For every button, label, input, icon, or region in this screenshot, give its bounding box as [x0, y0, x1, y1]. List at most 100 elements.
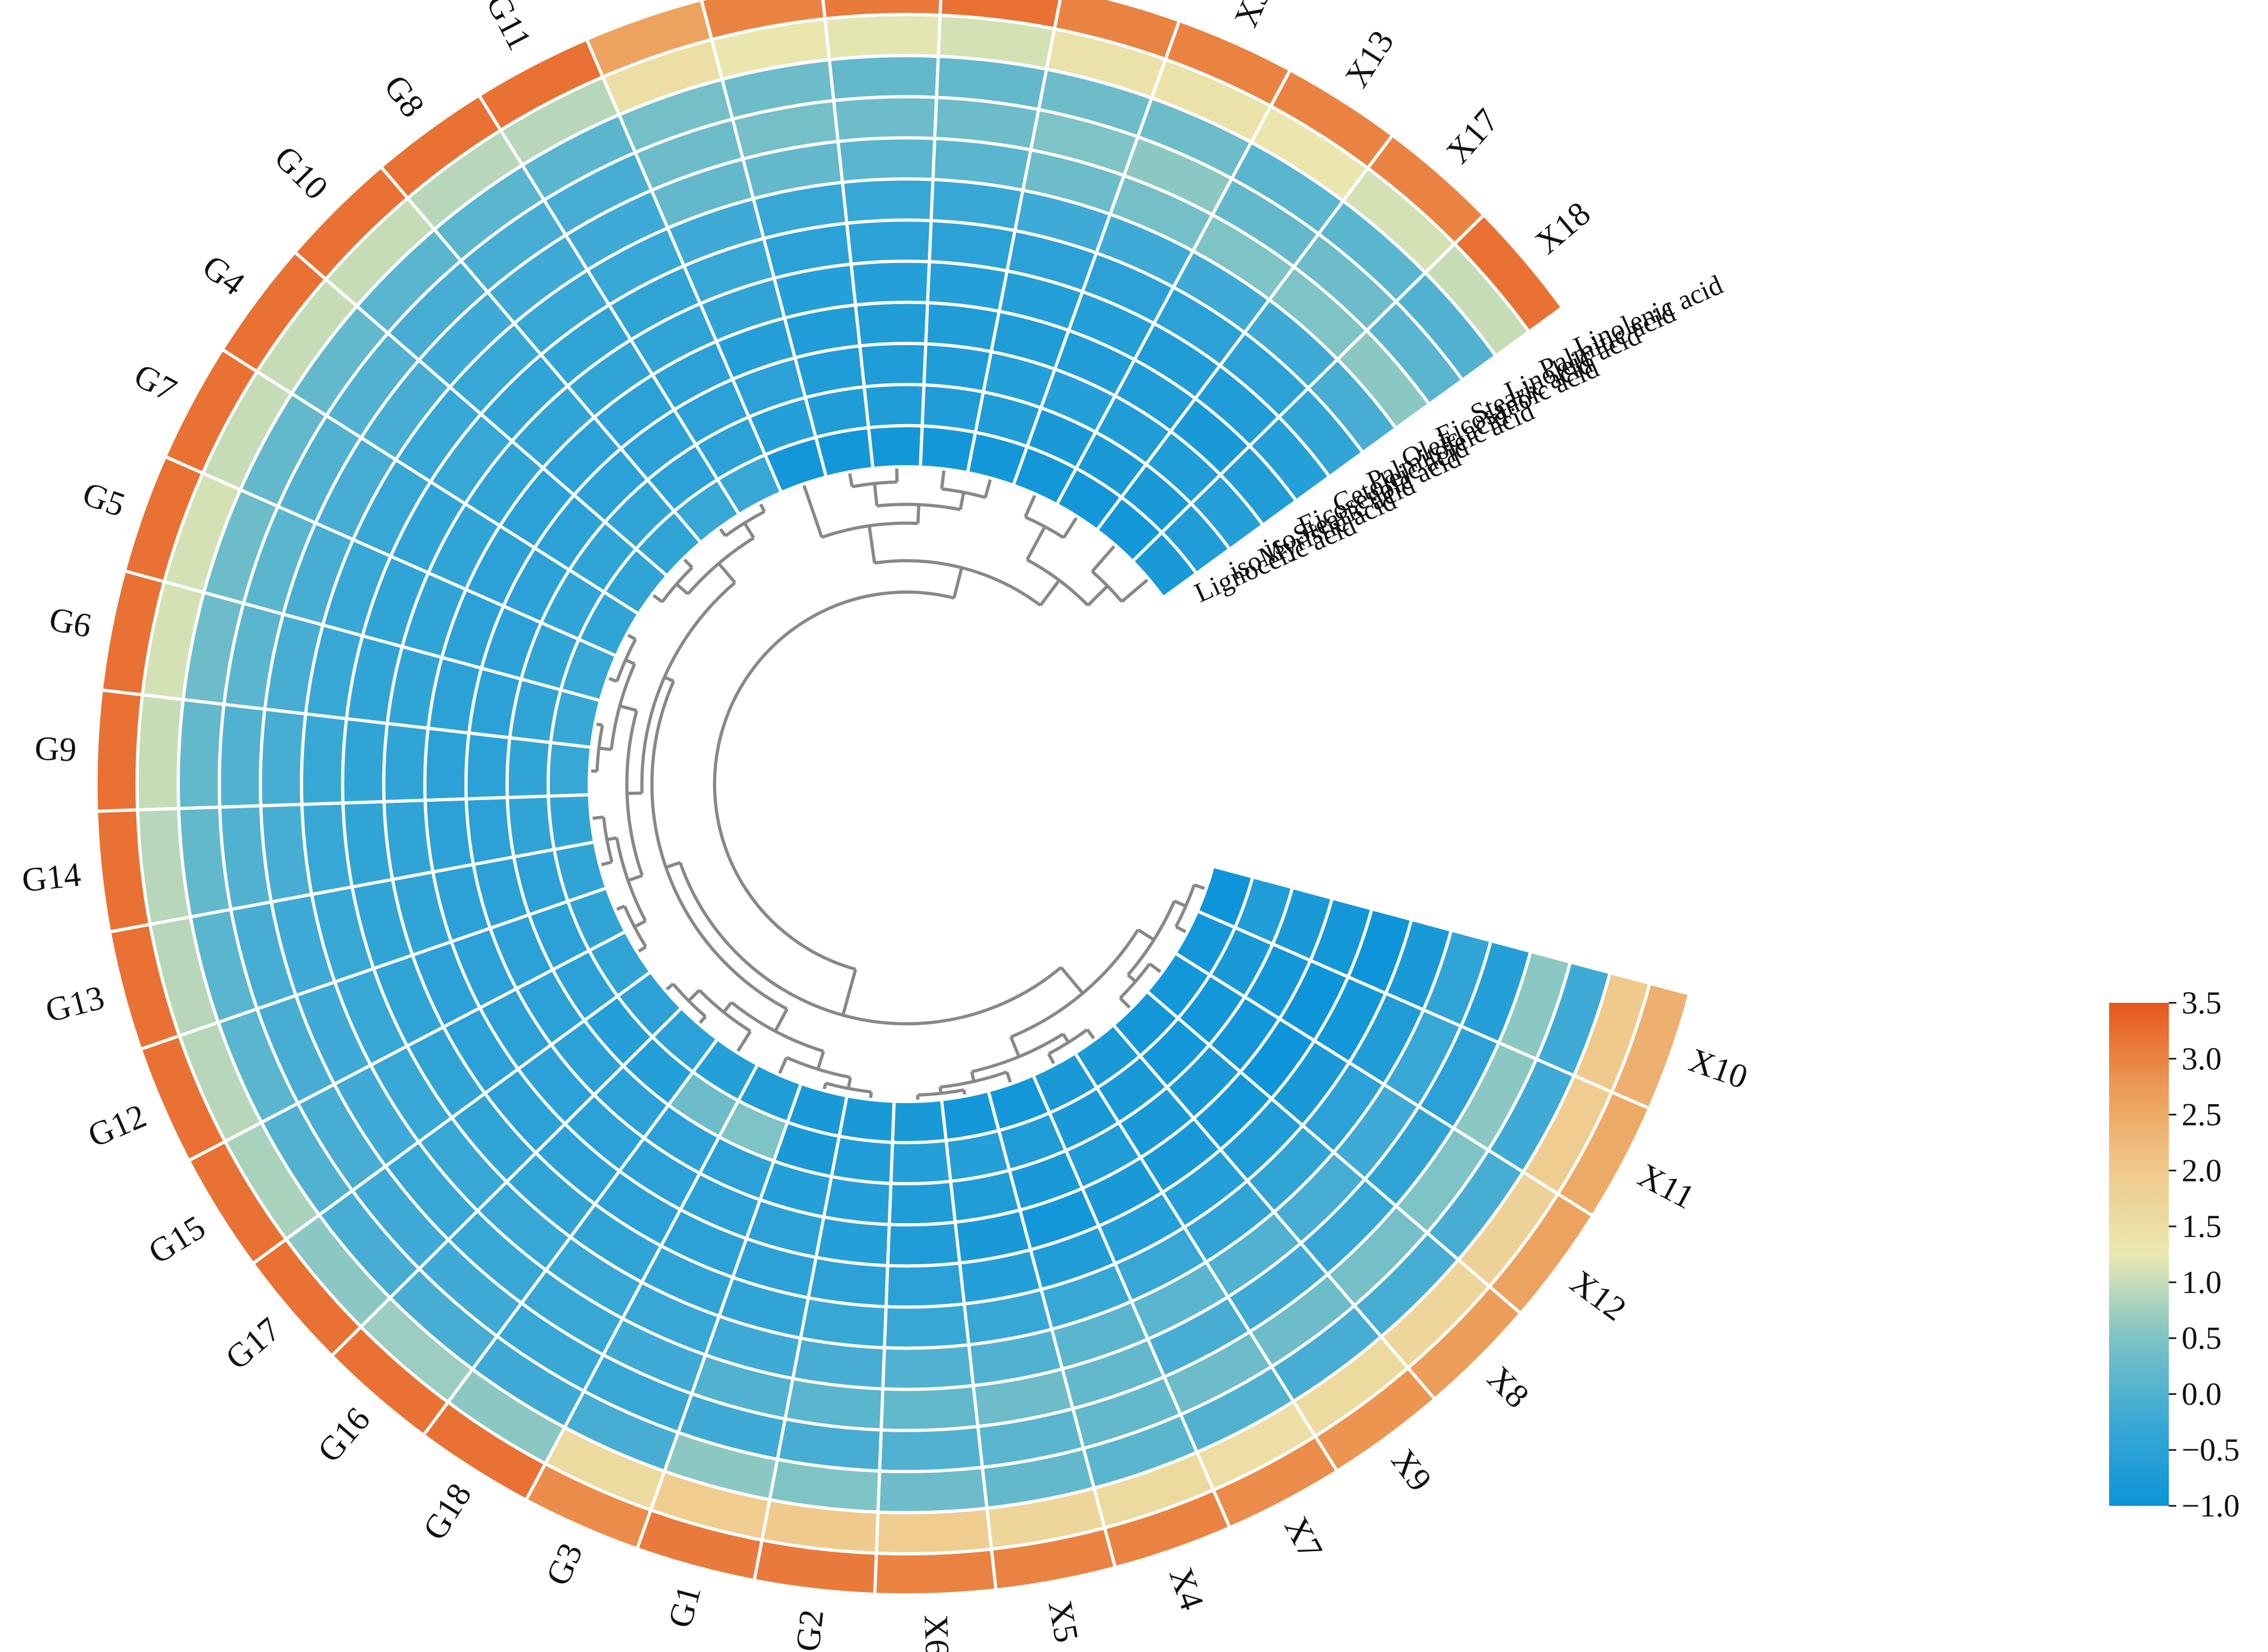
sample-label: X18 [1528, 194, 1597, 261]
sample-label: G18 [415, 1477, 479, 1546]
dendrogram-branch [774, 1008, 789, 1032]
heatmap-cells [94, 0, 1692, 1597]
dendrogram-arc [595, 725, 604, 772]
dendrogram-branch [816, 1050, 826, 1070]
heatmap-cell [836, 136, 936, 185]
heatmap-cell [879, 1384, 980, 1432]
heatmap-cell [829, 1134, 894, 1185]
dendrogram-branch [1039, 579, 1061, 606]
dendrogram-branch [634, 919, 646, 929]
dendrogram-arc [1048, 1028, 1088, 1056]
heatmap-cell [546, 740, 594, 798]
dendrogram-branch [682, 557, 694, 569]
dendrogram-branch [872, 483, 879, 506]
colorbar-tick-label: 1.0 [2182, 1265, 2222, 1300]
dendrogram-arc [1091, 570, 1123, 603]
heatmap-cell [505, 736, 552, 800]
dendrogram-arc [1126, 900, 1176, 976]
sample-label: X6 [917, 1614, 957, 1652]
dendrogram-arc [661, 566, 694, 603]
dendrogram-branch [599, 860, 613, 867]
dendrogram-arc [1119, 963, 1151, 1000]
dendrogram-branch [983, 477, 992, 498]
dendrogram-branch [1120, 577, 1150, 603]
dendrogram-branch [1009, 1036, 1021, 1058]
dendrogram-branch [624, 658, 636, 666]
dendrogram-branch [717, 562, 736, 584]
heatmap-cell [883, 1302, 971, 1350]
dendrogram-branch [1062, 515, 1079, 539]
dendrogram-branch [1047, 1053, 1056, 1066]
dendrogram-branch [758, 502, 766, 513]
dendrogram-branch [958, 492, 966, 510]
dendrogram-arc [852, 480, 897, 489]
dendrogram [589, 467, 1207, 1102]
dendrogram-branch [1062, 1033, 1070, 1043]
heatmap-cell [845, 218, 933, 266]
dendrogram-arc [623, 905, 647, 948]
heatmap-cell [881, 1343, 975, 1391]
colorbar-tick-label: −0.5 [2182, 1432, 2240, 1467]
dendrogram-branch [636, 945, 647, 954]
dendrogram-arc [971, 1032, 1064, 1073]
dendrogram-arc [1024, 515, 1065, 539]
dendrogram-arc [825, 1081, 872, 1094]
heatmap-cell [884, 1261, 966, 1309]
dendrogram-branch [1174, 899, 1187, 908]
acid-label: Linolenic acid [1569, 270, 1727, 363]
dendrogram-branch [940, 468, 946, 489]
colorbar-tick-label: 1.5 [2182, 1209, 2222, 1244]
dendrogram-branch [1137, 928, 1155, 941]
dendrogram-branch [1119, 996, 1132, 1010]
sample-label: G2 [788, 1608, 830, 1652]
sample-label: X8 [1480, 1359, 1537, 1415]
sample-label: X9 [1384, 1442, 1439, 1498]
dendrogram-branch [952, 567, 964, 598]
colorbar-tick-label: 3.5 [2182, 985, 2222, 1020]
sample-label: X10 [1685, 1041, 1752, 1096]
dendrogram-branch [1005, 1071, 1013, 1084]
heatmap-cell [876, 1465, 989, 1514]
dendrogram-arc [724, 510, 765, 538]
sample-label: X3 [1227, 0, 1278, 33]
dendrogram-arc [678, 861, 1062, 1026]
colorbar: 3.5 3.0 2.5 2.0 1.5 1.0 0.5 0.0 −0.5 −1.0 [2109, 985, 2240, 1523]
dendrogram-branch [664, 983, 675, 992]
dendrogram-branch [627, 874, 643, 882]
dendrogram-branch [847, 472, 854, 488]
heatmap-cell [464, 731, 512, 801]
dendrogram-branch [1149, 962, 1163, 974]
colorbar-tick-label: 0.0 [2182, 1376, 2222, 1411]
dendrogram-branch [651, 593, 663, 603]
dendrogram-arc [941, 487, 986, 499]
colorbar-tick-label: 2.0 [2182, 1153, 2222, 1188]
dendrogram-branch [626, 633, 637, 641]
dendrogram-arc [917, 1088, 965, 1097]
heatmap-cell [827, 54, 940, 102]
dendrogram-branch [614, 904, 626, 912]
dendrogram-branch [841, 969, 857, 1016]
heatmap-cell [423, 726, 471, 802]
heatmap-cell [875, 1506, 993, 1555]
dendrogram-arc [625, 710, 644, 876]
dendrogram-branch [607, 676, 618, 683]
colorbar-tick-label: 2.5 [2182, 1097, 2222, 1132]
heatmap-cell [887, 1179, 957, 1227]
dendrogram-branch [1025, 525, 1047, 561]
dendrogram-arc [821, 521, 918, 539]
dendrogram-branch [627, 791, 643, 795]
heatmap-cell [853, 300, 929, 348]
sample-label: X4 [1162, 1563, 1212, 1615]
dendrogram-branch [1023, 493, 1037, 518]
colorbar-tick-label: 3.0 [2182, 1041, 2222, 1076]
heatmap-cell [891, 1098, 948, 1145]
sample-label: G11 [479, 0, 539, 56]
dendrogram-arc [650, 680, 788, 1011]
sample-label: G8 [377, 68, 432, 124]
sample-label: X13 [1337, 24, 1401, 94]
dendrogram-arc [877, 502, 961, 512]
heatmap-cell [506, 794, 556, 859]
heatmap-cell [886, 1220, 961, 1268]
dendrogram-branch [687, 989, 701, 1002]
dendrogram-branch [802, 483, 823, 538]
